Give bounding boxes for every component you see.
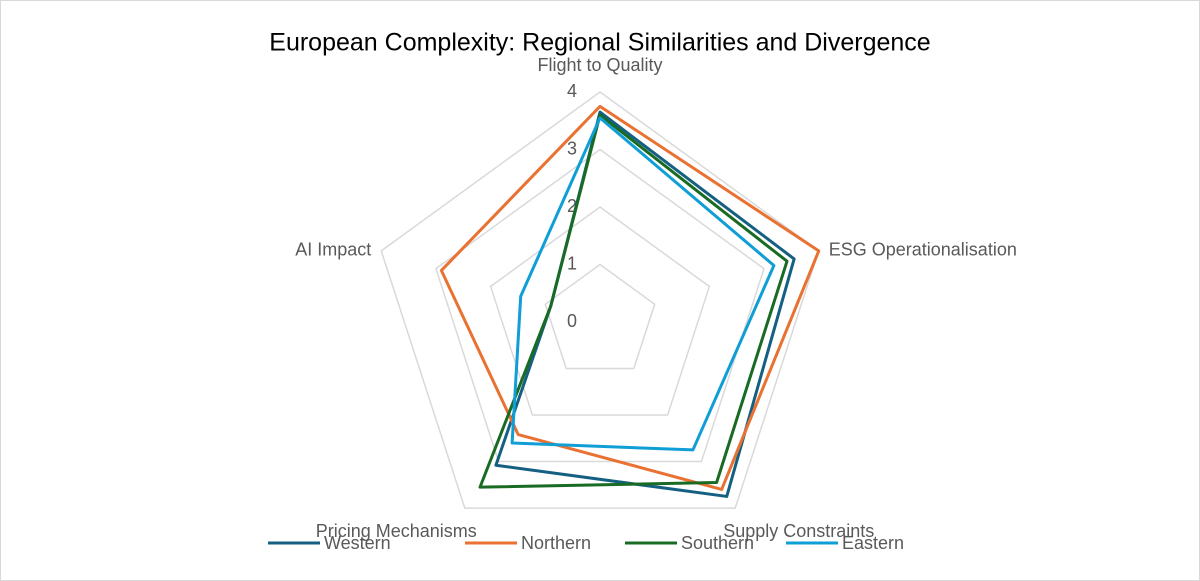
legend-label: Southern — [681, 533, 754, 553]
series-line — [510, 116, 776, 452]
r-tick-label: 4 — [567, 81, 577, 101]
legend-label: Northern — [521, 533, 591, 553]
legend-label: Western — [324, 533, 391, 553]
axis-label: Flight to Quality — [537, 55, 662, 75]
r-tick-label: 0 — [567, 311, 577, 331]
chart-title: European Complexity: Regional Similariti… — [269, 29, 930, 57]
grid-ring — [380, 91, 820, 509]
r-tick-label: 1 — [567, 253, 577, 273]
r-tick-label: 2 — [567, 196, 577, 216]
series-line — [478, 113, 789, 489]
axis-label: ESG Operationalisation — [829, 240, 1017, 260]
legend-label: Eastern — [842, 533, 904, 553]
r-tick-label: 3 — [567, 138, 577, 158]
axis-label: AI Impact — [295, 240, 371, 260]
axis-label: Supply Constraints — [723, 521, 874, 541]
series-line — [439, 104, 821, 491]
axis-label: Pricing Mechanisms — [316, 521, 477, 541]
grid-ring — [489, 206, 711, 416]
